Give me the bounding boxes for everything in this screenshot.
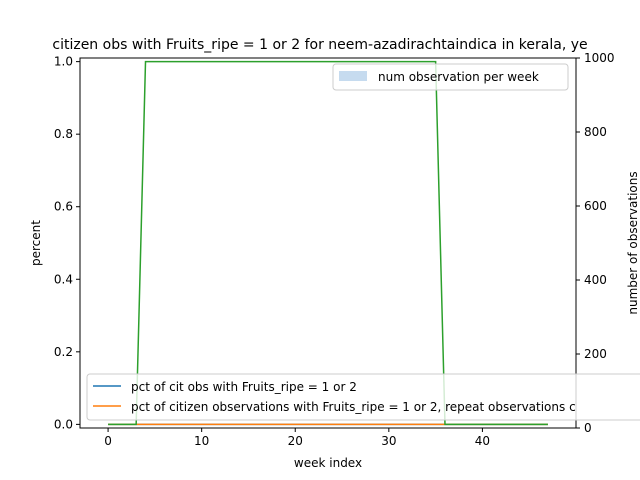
x-tick-label: 40 [475, 434, 490, 448]
x-tick-label: 0 [104, 434, 112, 448]
plot-frame [79, 57, 577, 429]
legend-lower-left-frame [86, 373, 640, 421]
legend-label-series-2: pct of citizen observations with Fruits_… [131, 400, 576, 414]
y-tick-label: 0.6 [54, 200, 73, 214]
y-tick-label: 1.0 [54, 55, 73, 69]
legend-lower-left: pct of cit obs with Fruits_ripe = 1 or 2… [86, 373, 640, 421]
y2-axis-ticks: 0 200 400 600 800 1000 [576, 51, 615, 435]
legend-top-right: num observation per week [332, 63, 569, 91]
y2-axis-label: number of observations [626, 171, 640, 314]
legend-swatch-bars [339, 71, 367, 81]
y-tick-label: 0.8 [54, 127, 73, 141]
legend-top-right-frame [332, 63, 569, 91]
y-tick-label: 0.2 [54, 345, 73, 359]
series-line-3 [108, 60, 548, 426]
y2-tick-label: 200 [584, 347, 607, 361]
y-tick-label: 0.0 [54, 417, 73, 431]
y2-tick-label: 600 [584, 199, 607, 213]
x-tick-label: 10 [194, 434, 209, 448]
x-tick-label: 20 [288, 434, 303, 448]
y-axis-label: percent [29, 220, 43, 266]
y2-tick-label: 0 [584, 421, 592, 435]
legend-label-series-1: pct of cit obs with Fruits_ripe = 1 or 2 [131, 380, 357, 394]
chart-title: citizen obs with Fruits_ripe = 1 or 2 fo… [52, 37, 587, 53]
y2-tick-label: 800 [584, 125, 607, 139]
x-axis-label: week index [294, 456, 362, 470]
x-axis-ticks: 0 10 20 30 40 [104, 428, 490, 448]
y-axis-ticks: 0.0 0.2 0.4 0.6 0.8 1.0 [54, 55, 80, 431]
line-series [108, 60, 548, 426]
x-tick-label: 30 [381, 434, 396, 448]
y2-tick-label: 1000 [584, 51, 615, 65]
y2-tick-label: 400 [584, 273, 607, 287]
legend-label-bars: num observation per week [378, 70, 539, 84]
y-tick-label: 0.4 [54, 272, 73, 286]
